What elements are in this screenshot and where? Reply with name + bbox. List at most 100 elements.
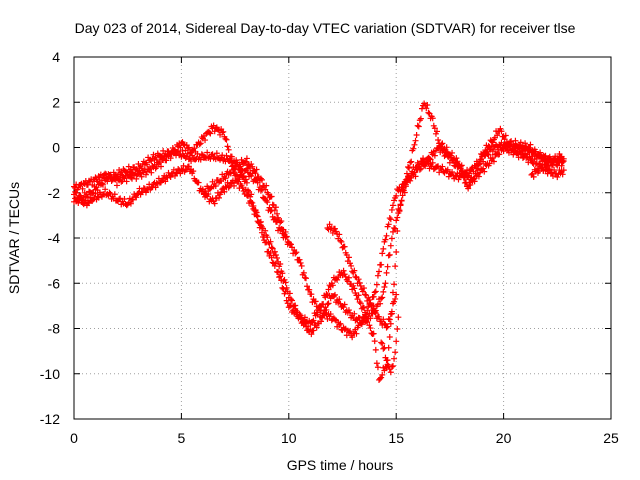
data-point (221, 188, 228, 195)
data-point (276, 274, 283, 281)
data-point (220, 128, 227, 135)
data-point (185, 144, 192, 151)
data-point (306, 286, 313, 293)
data-point (268, 193, 275, 200)
data-point (403, 170, 410, 177)
data-point (431, 125, 438, 132)
data-point (285, 239, 292, 246)
data-point (347, 328, 354, 335)
data-point (215, 194, 222, 201)
data-point (355, 276, 362, 283)
data-point (379, 340, 386, 347)
data-point (248, 199, 255, 206)
data-point (279, 270, 286, 277)
data-point (490, 158, 497, 165)
data-point (180, 162, 187, 169)
data-point (203, 190, 210, 197)
data-point (236, 176, 243, 183)
data-point (380, 245, 387, 252)
data-point (388, 206, 395, 213)
data-point (424, 102, 431, 109)
data-point (351, 310, 358, 317)
data-point (377, 300, 384, 307)
data-point (283, 297, 290, 304)
data-point (449, 168, 456, 175)
data-point (140, 185, 147, 192)
data-point (527, 141, 534, 148)
data-point (252, 206, 259, 213)
data-point (237, 163, 244, 170)
data-point (391, 281, 398, 288)
y-tick-labels: -12 -10 -8 -6 -4 -2 0 2 4 (40, 49, 60, 427)
data-point (253, 166, 260, 173)
data-point (148, 169, 155, 176)
data-point (378, 261, 385, 268)
data-point (522, 140, 529, 147)
data-point (277, 273, 284, 280)
data-point (243, 165, 250, 172)
data-point (417, 115, 424, 122)
data-point (180, 141, 187, 148)
data-point (336, 296, 343, 303)
data-point (395, 314, 402, 321)
data-point (73, 190, 80, 197)
data-point (254, 213, 261, 220)
data-point (389, 228, 396, 235)
data-point (394, 214, 401, 221)
data-point (223, 152, 230, 159)
data-point (320, 301, 327, 308)
data-point (312, 298, 319, 305)
data-point (224, 143, 231, 150)
data-point (508, 147, 515, 154)
data-point (348, 262, 355, 269)
data-point (83, 191, 90, 198)
data-point (77, 192, 84, 199)
data-point (379, 371, 386, 378)
y-tick-label: -4 (48, 230, 61, 246)
data-point (243, 155, 250, 162)
data-point (525, 159, 532, 166)
data-point (386, 251, 393, 258)
data-point (364, 319, 371, 326)
data-point (372, 288, 379, 295)
data-point (464, 166, 471, 173)
data-point (455, 176, 462, 183)
data-point (559, 159, 566, 166)
data-point (331, 291, 338, 298)
data-point (529, 170, 536, 177)
data-point (512, 147, 519, 154)
data-point (190, 168, 197, 175)
data-point (264, 234, 271, 241)
data-point (447, 154, 454, 161)
data-point (296, 256, 303, 263)
data-point (357, 319, 364, 326)
data-point (117, 195, 124, 202)
data-point (385, 252, 392, 259)
data-point (84, 198, 91, 205)
data-point (377, 375, 384, 382)
data-point (387, 242, 394, 249)
data-point (331, 316, 338, 323)
data-point (157, 163, 164, 170)
y-tick-label: -2 (48, 185, 61, 201)
data-point (99, 181, 106, 188)
data-point (494, 132, 501, 139)
data-point (371, 289, 378, 296)
data-point (412, 137, 419, 144)
data-point (130, 196, 137, 203)
data-point (144, 185, 151, 192)
data-point (204, 149, 211, 156)
data-point (234, 173, 241, 180)
data-point (340, 304, 347, 311)
data-point (192, 148, 199, 155)
data-point (427, 156, 434, 163)
data-point (238, 166, 245, 173)
data-point (485, 143, 492, 150)
x-tick-label: 5 (178, 430, 186, 446)
data-point (351, 267, 358, 274)
data-point (213, 150, 220, 157)
data-point (476, 160, 483, 167)
data-point (393, 192, 400, 199)
data-point (449, 149, 456, 156)
data-point (338, 238, 345, 245)
